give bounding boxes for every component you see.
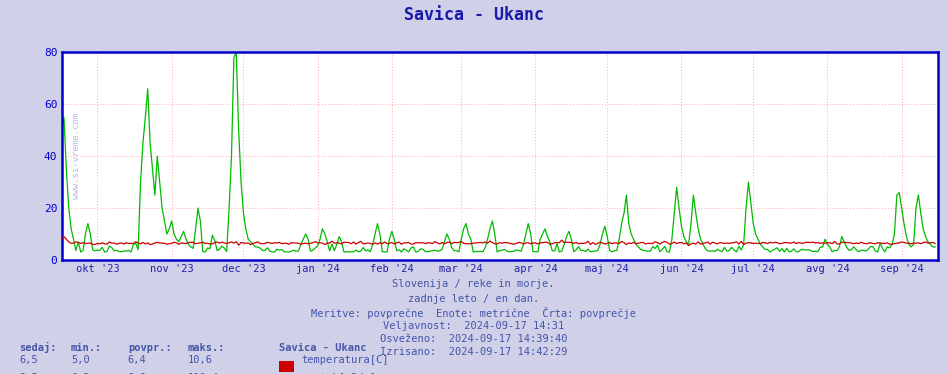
- Text: 6,6: 6,6: [128, 373, 147, 374]
- Text: 10,6: 10,6: [188, 355, 212, 365]
- Text: pretok[m3/s]: pretok[m3/s]: [301, 373, 376, 374]
- Text: 0,2: 0,2: [71, 373, 90, 374]
- Text: Izrisano:  2024-09-17 14:42:29: Izrisano: 2024-09-17 14:42:29: [380, 347, 567, 357]
- Text: avg '24: avg '24: [806, 264, 849, 274]
- Text: nov '23: nov '23: [150, 264, 193, 274]
- Text: 110,4: 110,4: [188, 373, 219, 374]
- Text: 6,5: 6,5: [19, 355, 38, 365]
- Text: apr '24: apr '24: [513, 264, 558, 274]
- Text: zadnje leto / en dan.: zadnje leto / en dan.: [408, 294, 539, 304]
- Text: Meritve: povprečne  Enote: metrične  Črta: povprečje: Meritve: povprečne Enote: metrične Črta:…: [311, 307, 636, 319]
- Text: 3,5: 3,5: [19, 373, 38, 374]
- Text: povpr.:: povpr.:: [128, 343, 171, 353]
- Text: 6,4: 6,4: [128, 355, 147, 365]
- Text: min.:: min.:: [71, 343, 102, 353]
- Text: Slovenija / reke in morje.: Slovenija / reke in morje.: [392, 279, 555, 289]
- Text: mar '24: mar '24: [439, 264, 483, 274]
- Text: Osveženo:  2024-09-17 14:39:40: Osveženo: 2024-09-17 14:39:40: [380, 334, 567, 344]
- Text: jan '24: jan '24: [295, 264, 340, 274]
- Text: sep '24: sep '24: [880, 264, 923, 274]
- Text: sedaj:: sedaj:: [19, 343, 57, 353]
- Text: 5,0: 5,0: [71, 355, 90, 365]
- Text: Savica - Ukanc: Savica - Ukanc: [403, 6, 544, 24]
- Text: Veljavnost:  2024-09-17 14:31: Veljavnost: 2024-09-17 14:31: [383, 321, 564, 331]
- Text: temperatura[C]: temperatura[C]: [301, 355, 388, 365]
- Text: feb '24: feb '24: [370, 264, 414, 274]
- Text: Savica - Ukanc: Savica - Ukanc: [279, 343, 366, 353]
- Text: dec '23: dec '23: [222, 264, 265, 274]
- Text: maks.:: maks.:: [188, 343, 225, 353]
- Text: okt '23: okt '23: [76, 264, 119, 274]
- Text: jun '24: jun '24: [659, 264, 704, 274]
- Text: jul '24: jul '24: [731, 264, 775, 274]
- Text: www.si-vreme.com: www.si-vreme.com: [72, 113, 81, 199]
- Text: maj '24: maj '24: [585, 264, 629, 274]
